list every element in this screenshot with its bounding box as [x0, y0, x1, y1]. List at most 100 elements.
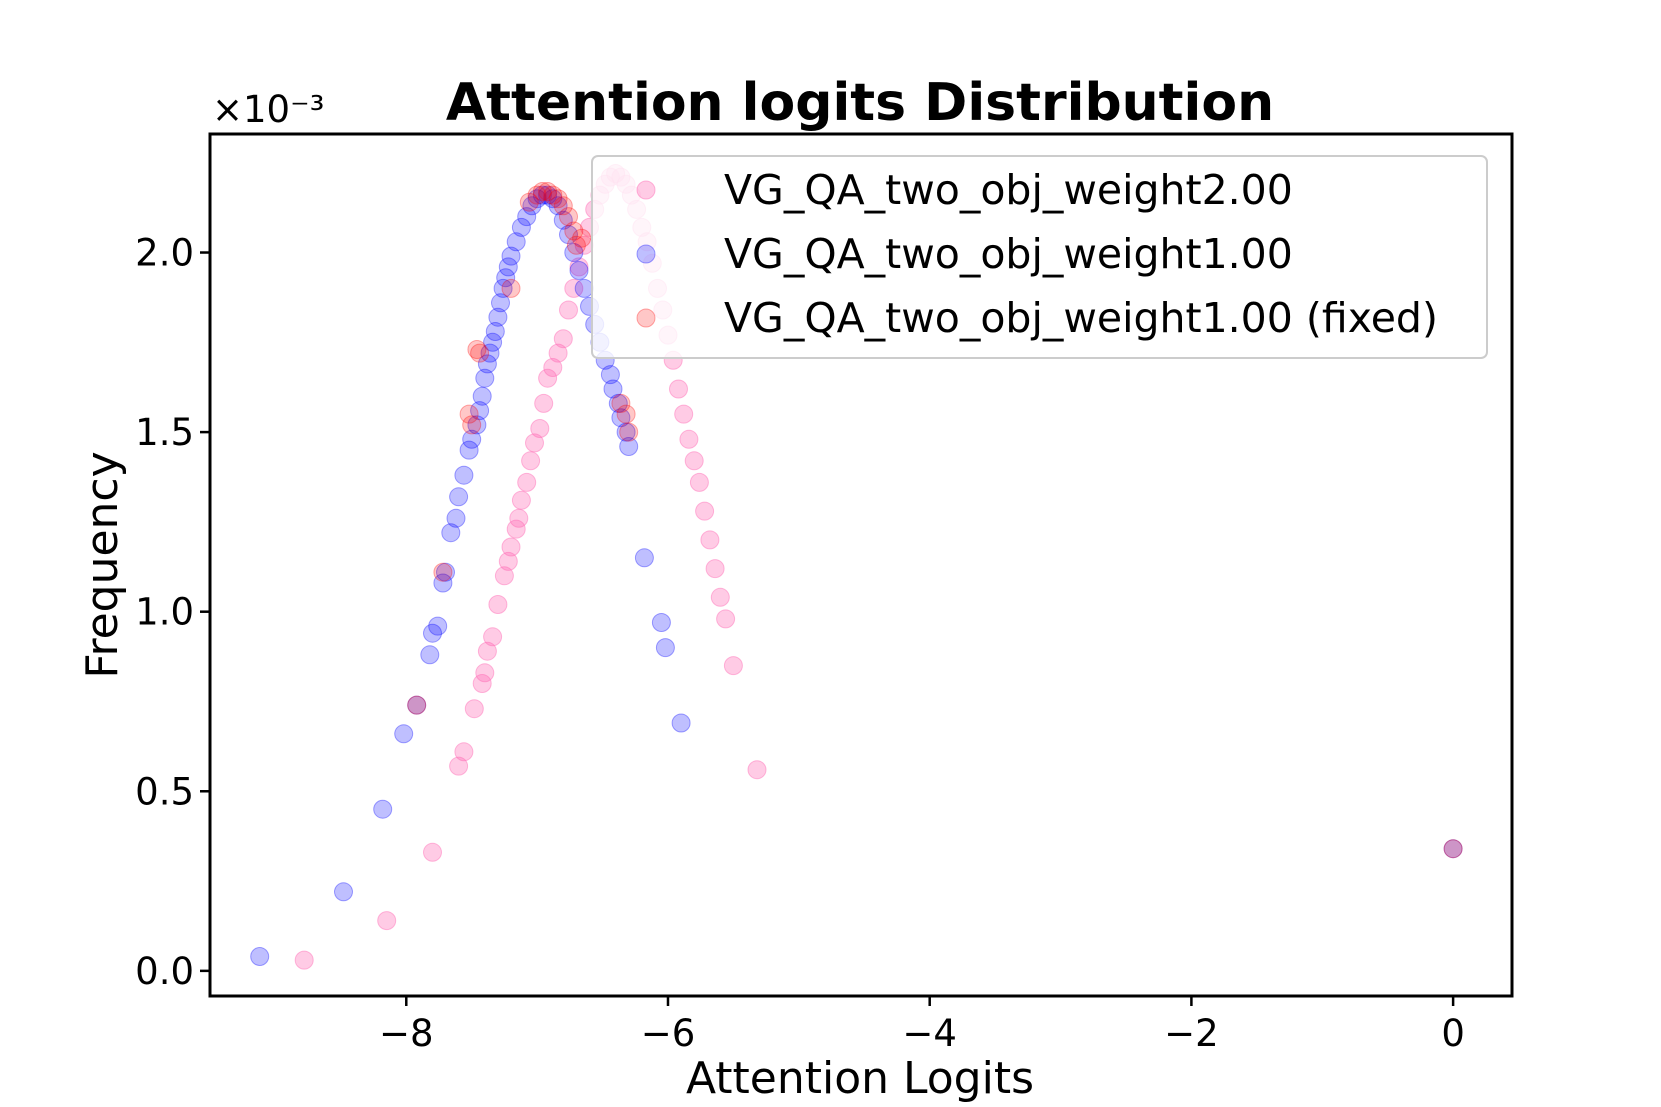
data-point-series-2 [373, 799, 393, 819]
data-point-series-2 [496, 268, 516, 288]
data-point-series-1 [511, 490, 531, 510]
data-point-series-1 [449, 756, 469, 776]
data-point-series-1 [454, 742, 474, 762]
data-point-series-1 [509, 508, 529, 528]
x-tick-label: −4 [902, 1012, 957, 1055]
data-point-series-3 [433, 562, 453, 582]
data-point-series-1 [506, 519, 526, 539]
data-point-series-2 [449, 487, 469, 507]
data-point-series-3 [467, 340, 487, 359]
data-point-series-2 [433, 573, 453, 593]
data-point-series-2 [543, 189, 563, 209]
data-point-series-2 [441, 523, 461, 543]
data-point-series-1 [564, 278, 584, 298]
data-point-series-2 [611, 408, 631, 428]
data-point-series-1 [423, 842, 442, 862]
data-point-series-1 [525, 433, 544, 453]
data-point-series-2 [475, 368, 495, 388]
data-point-series-2 [564, 243, 584, 262]
data-point-series-2 [511, 217, 531, 237]
data-point-series-2 [454, 465, 474, 485]
data-point-series-1 [559, 300, 578, 320]
data-point-series-1 [674, 404, 694, 424]
data-point-series-3 [462, 415, 482, 435]
data-point-series-2 [423, 623, 442, 643]
data-point-series-2 [462, 429, 482, 449]
data-point-series-2 [394, 724, 414, 744]
y-tick-label: 0.5 [135, 770, 194, 813]
data-point-series-2 [522, 196, 542, 216]
data-point-series-1 [483, 627, 503, 647]
data-point-series-1 [679, 429, 699, 449]
legend: VG_QA_two_obj_weight2.00 VG_QA_two_obj_we… [591, 155, 1488, 359]
data-point-series-3 [616, 404, 636, 424]
data-point-series-2 [485, 322, 505, 341]
data-point-series-2 [420, 645, 440, 665]
data-point-series-1 [377, 911, 397, 931]
data-point-series-2 [428, 616, 448, 636]
data-point-series-2 [603, 379, 623, 399]
legend-label-series-2: VG_QA_two_obj_weight1.00 [724, 230, 1293, 278]
y-tick-label: 2.0 [135, 232, 194, 275]
data-point-series-2 [1443, 839, 1463, 859]
data-point-series-3 [519, 192, 539, 212]
data-point-series-1 [294, 950, 314, 970]
data-point-series-1 [548, 343, 568, 363]
legend-marker-series-2 [636, 244, 656, 264]
data-point-series-1 [521, 451, 541, 471]
data-point-series-1 [705, 559, 725, 579]
data-point-series-1 [472, 674, 492, 693]
data-point-series-1 [475, 663, 495, 683]
data-point-series-2 [488, 307, 508, 327]
data-point-series-3 [543, 185, 563, 205]
legend-label-series-3: VG_QA_two_obj_weight1.00 (fixed) [724, 294, 1438, 342]
data-point-series-1 [716, 609, 736, 629]
x-tick-label: −6 [641, 1012, 696, 1055]
data-point-series-2 [559, 225, 578, 245]
x-tick-label: 0 [1441, 1012, 1465, 1055]
data-point-series-1 [530, 419, 550, 438]
data-point-series-2 [548, 196, 568, 216]
data-point-series-2 [569, 261, 589, 280]
data-point-series-2 [498, 257, 518, 277]
y-tick-label: 1.5 [135, 411, 194, 454]
data-point-series-1 [488, 595, 508, 614]
data-point-series-1 [669, 379, 688, 399]
y-tick-label: 0.0 [135, 950, 194, 993]
data-point-series-1 [695, 501, 715, 521]
data-point-series-2 [407, 695, 427, 715]
x-tick-label: −2 [1164, 1012, 1219, 1055]
data-point-series-2 [477, 354, 497, 374]
data-point-series-1 [464, 699, 484, 719]
plot-area-frame [208, 132, 1514, 998]
data-point-series-1 [543, 358, 563, 377]
data-point-series-1 [700, 530, 720, 550]
data-point-series-3 [407, 695, 427, 715]
axes-layer: −8 −6 −4 −2 0 0.0 0.5 1.0 1.5 2.0 [135, 232, 1465, 1055]
data-point-series-1 [538, 368, 558, 388]
data-point-series-3 [559, 207, 578, 227]
data-point-series-2 [517, 207, 537, 227]
data-point-series-2 [480, 343, 500, 363]
data-point-series-2 [574, 278, 594, 298]
data-point-series-1 [534, 393, 554, 413]
data-point-series-2 [467, 415, 487, 435]
data-point-series-3 [1443, 839, 1463, 859]
data-point-series-2 [553, 210, 573, 230]
data-point-series-2 [493, 278, 513, 298]
data-point-series-2 [506, 232, 526, 252]
legend-box [591, 155, 1488, 359]
data-point-series-1 [517, 472, 537, 492]
legend-label-series-1: VG_QA_two_obj_weight2.00 [724, 166, 1293, 214]
data-point-series-3 [532, 182, 552, 201]
y-tick-label: 1.0 [135, 591, 194, 634]
data-point-series-1 [684, 451, 704, 471]
data-point-series-3 [538, 182, 558, 201]
data-point-series-2 [532, 185, 552, 205]
y-axis-title: Frequency [77, 451, 128, 678]
legend-marker-series-1 [636, 180, 656, 200]
data-point-series-2 [600, 365, 620, 385]
legend-entries: VG_QA_two_obj_weight2.00 VG_QA_two_obj_we… [636, 166, 1438, 342]
data-point-series-1 [689, 472, 709, 492]
